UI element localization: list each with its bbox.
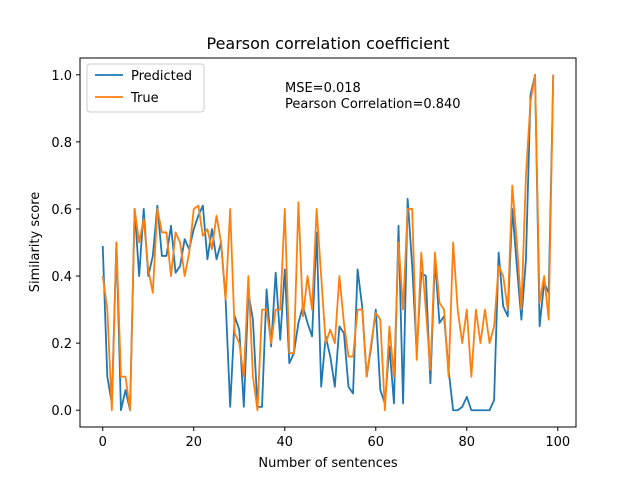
x-tick-label: 60 (368, 435, 385, 450)
x-axis: 0 20 40 60 80 100 (99, 427, 570, 450)
y-axis: 0.0 0.2 0.4 0.6 0.8 1.0 (51, 69, 80, 419)
x-tick-label: 80 (459, 435, 476, 450)
legend: Predicted True (86, 63, 205, 113)
series-line-predicted (101, 73, 555, 412)
x-axis-label: Number of sentences (258, 456, 398, 471)
x-tick-label: 20 (185, 435, 202, 450)
y-axis-label: Similarity score (28, 192, 43, 293)
legend-label-true: True (130, 91, 159, 106)
x-tick-label: 40 (276, 435, 293, 450)
y-tick-label: 0.2 (51, 337, 72, 352)
y-tick-label: 0.6 (51, 203, 72, 218)
axes-frame (79, 57, 577, 428)
plot-area (101, 73, 555, 412)
x-tick-label: 100 (545, 435, 570, 450)
series-line-true (101, 73, 555, 412)
y-tick-label: 0.0 (51, 404, 72, 419)
mse-annotation: MSE=0.018 (285, 81, 361, 96)
y-tick-label: 1.0 (51, 69, 72, 84)
legend-box (86, 63, 205, 113)
x-tick-label: 0 (99, 435, 107, 450)
y-tick-label: 0.4 (51, 270, 72, 285)
y-tick-label: 0.8 (51, 136, 72, 151)
legend-label-predicted: Predicted (131, 69, 192, 84)
chart-title: Pearson correlation coefficient (207, 34, 450, 53)
pearson-annotation: Pearson Correlation=0.840 (285, 97, 461, 112)
